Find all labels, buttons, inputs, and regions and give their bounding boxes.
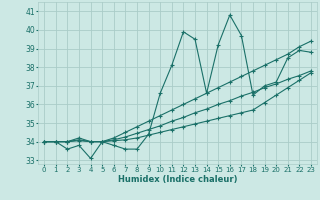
X-axis label: Humidex (Indice chaleur): Humidex (Indice chaleur) <box>118 175 237 184</box>
